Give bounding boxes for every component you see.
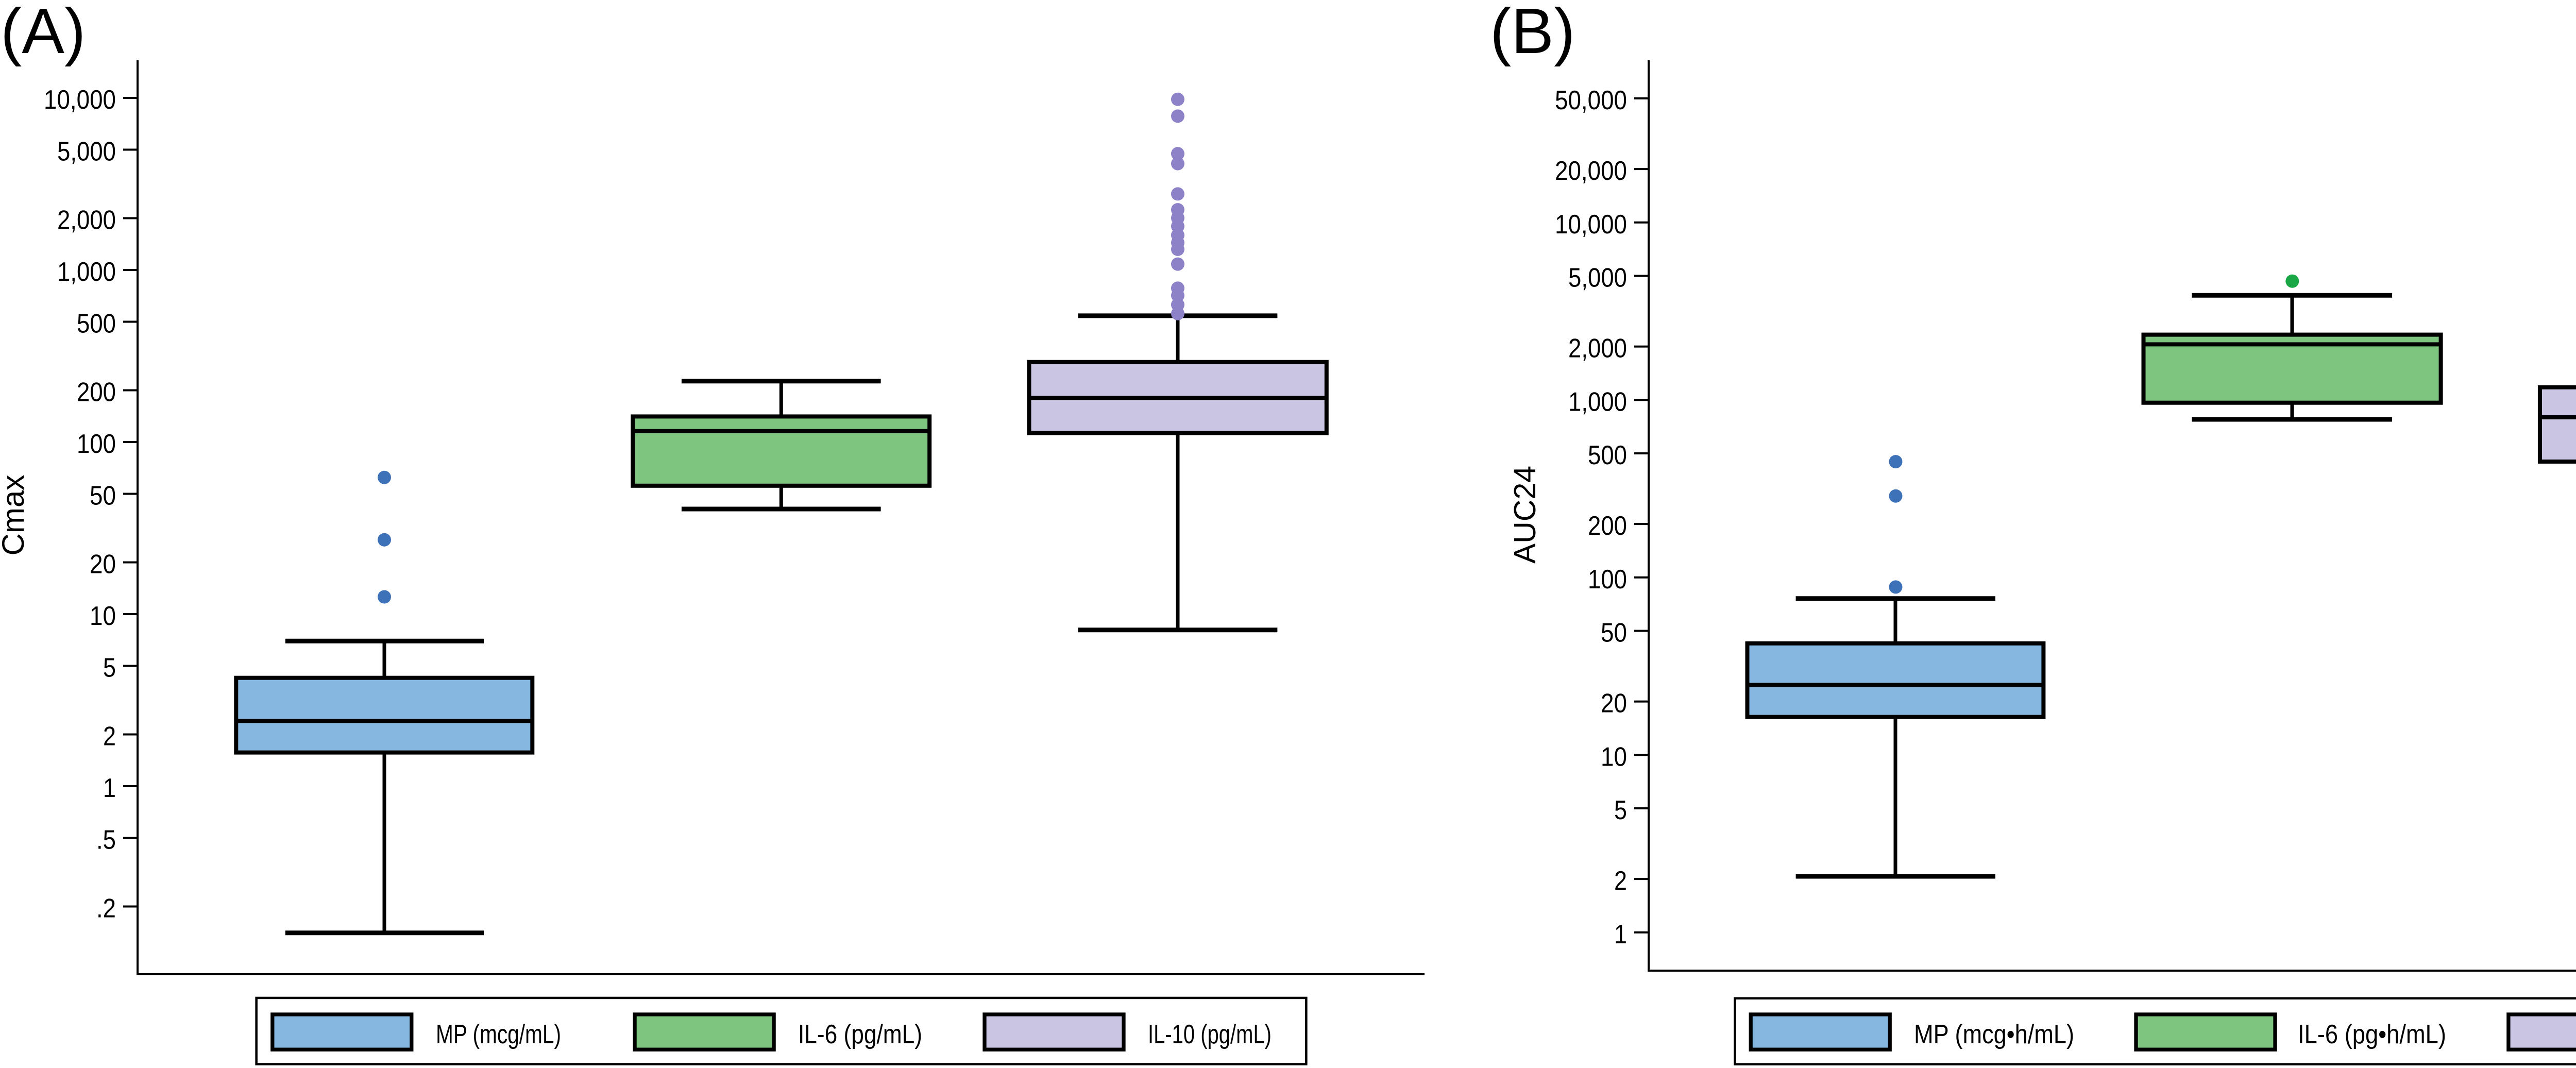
svg-text:5: 5	[103, 653, 116, 683]
svg-text:1,000: 1,000	[1568, 387, 1627, 417]
svg-text:500: 500	[1588, 440, 1627, 470]
svg-text:IL-6 (pg•h/mL): IL-6 (pg•h/mL)	[2298, 1020, 2446, 1049]
svg-text:50,000: 50,000	[1555, 86, 1627, 115]
svg-text:5: 5	[1614, 795, 1627, 825]
svg-text:2,000: 2,000	[57, 206, 116, 235]
svg-text:MP (mcg/mL): MP (mcg/mL)	[436, 1020, 561, 1049]
svg-text:AUC24: AUC24	[1508, 466, 1542, 564]
svg-text:20,000: 20,000	[1555, 156, 1627, 186]
svg-text:200: 200	[1588, 511, 1627, 541]
svg-text:10: 10	[1601, 742, 1627, 772]
svg-text:IL-10 (pg/mL): IL-10 (pg/mL)	[1148, 1020, 1272, 1049]
svg-text:50: 50	[90, 481, 116, 511]
svg-text:100: 100	[77, 429, 116, 459]
svg-text:10,000: 10,000	[1555, 210, 1627, 240]
svg-text:20: 20	[1601, 689, 1627, 719]
svg-text:1: 1	[1614, 920, 1627, 950]
svg-text:2: 2	[103, 722, 116, 752]
svg-text:5,000: 5,000	[1568, 263, 1627, 293]
svg-text:IL-6 (pg/mL): IL-6 (pg/mL)	[798, 1020, 922, 1049]
svg-text:2,000: 2,000	[1568, 334, 1627, 364]
svg-text:500: 500	[77, 309, 116, 339]
svg-text:1: 1	[103, 773, 116, 803]
svg-text:(B): (B)	[1490, 0, 1575, 67]
svg-text:200: 200	[77, 378, 116, 408]
svg-text:10,000: 10,000	[44, 85, 116, 115]
svg-text:.5: .5	[96, 825, 116, 855]
svg-text:(A): (A)	[1, 0, 86, 67]
svg-text:20: 20	[90, 550, 116, 580]
svg-text:2: 2	[1614, 866, 1627, 896]
svg-text:MP (mcg•h/mL): MP (mcg•h/mL)	[1914, 1020, 2074, 1049]
svg-text:5,000: 5,000	[57, 137, 116, 167]
svg-text:1,000: 1,000	[57, 257, 116, 287]
svg-text:.2: .2	[96, 894, 116, 924]
svg-text:50: 50	[1601, 618, 1627, 648]
svg-text:Cmax: Cmax	[0, 475, 30, 556]
svg-text:100: 100	[1588, 565, 1627, 595]
svg-text:10: 10	[90, 601, 116, 631]
